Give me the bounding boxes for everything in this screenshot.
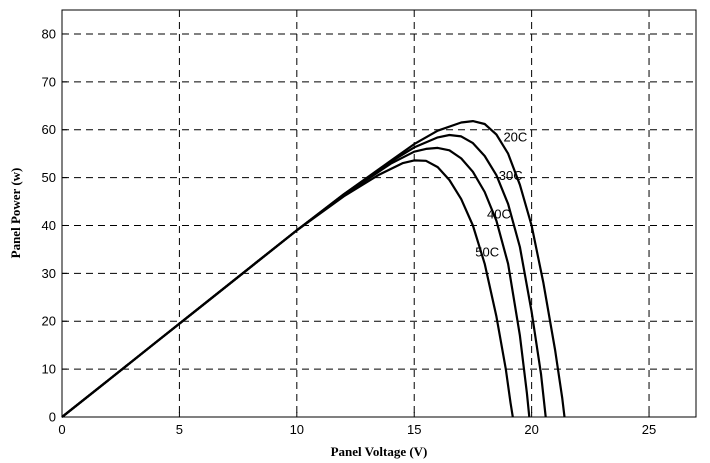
grid-lines <box>62 10 696 417</box>
x-axis-title: Panel Voltage (V) <box>331 444 428 459</box>
y-tick-label: 40 <box>42 218 56 233</box>
y-tick-label: 10 <box>42 362 56 377</box>
plot-area <box>62 10 696 417</box>
y-tick-label: 50 <box>42 170 56 185</box>
series-label-30c: 30C <box>499 168 523 183</box>
series-lines <box>61 120 566 418</box>
series-label-50c: 50C <box>475 245 499 260</box>
x-tick-label: 5 <box>176 422 183 437</box>
x-tick-label: 20 <box>524 422 538 437</box>
series-label-40c: 40C <box>487 206 511 221</box>
y-tick-label: 20 <box>42 314 56 329</box>
y-tick-label: 30 <box>42 266 56 281</box>
y-tick-label: 60 <box>42 122 56 137</box>
x-tick-label: 10 <box>290 422 304 437</box>
x-tick-label: 0 <box>58 422 65 437</box>
axis-ticks: 0 5 10 15 20 25 0 10 20 30 40 50 60 70 80 <box>42 26 657 437</box>
x-tick-label: 25 <box>642 422 656 437</box>
y-tick-label: 80 <box>42 26 56 41</box>
series-labels: 20C 30C 40C 50C <box>475 130 527 260</box>
series-label-20c: 20C <box>503 130 527 145</box>
series-line-50c <box>61 159 514 418</box>
plot-frame <box>61 9 697 418</box>
y-axis-title: Panel Power (w) <box>8 168 23 259</box>
y-tick-label: 70 <box>42 74 56 89</box>
x-tick-label: 15 <box>407 422 421 437</box>
y-tick-label: 0 <box>49 410 56 425</box>
